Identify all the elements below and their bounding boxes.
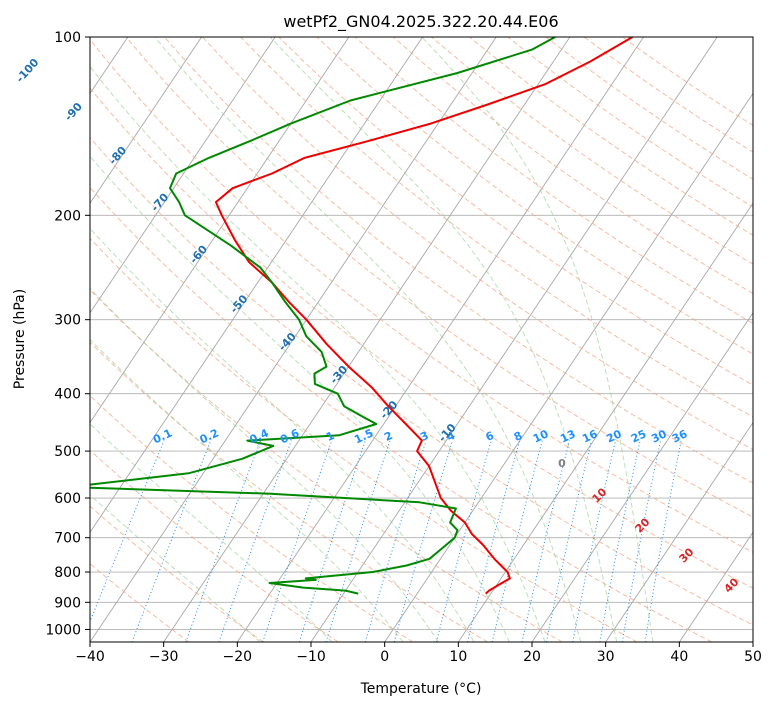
mixing-ratio-line <box>644 440 682 642</box>
isotherm-line <box>90 37 276 314</box>
isotherm-label: 0 <box>558 457 566 470</box>
mixing-ratio-line <box>185 440 262 642</box>
y-tick-label: 300 <box>54 313 81 329</box>
x-tick-label: 40 <box>670 649 688 665</box>
mixing-ratio-line <box>467 440 521 642</box>
plot-background <box>90 37 753 642</box>
x-tick-label: 20 <box>523 649 541 665</box>
background-lines <box>90 37 753 642</box>
x-tick-label: 50 <box>744 649 762 665</box>
dry-adiabat <box>392 37 753 295</box>
isotherm-line <box>457 202 753 642</box>
dry-adiabat <box>202 37 753 451</box>
mixing-ratio-line <box>435 440 492 642</box>
y-tick-label: 900 <box>54 595 81 611</box>
y-tick-label: 800 <box>54 565 81 581</box>
isotherm-line <box>605 421 753 642</box>
dry-adiabat <box>316 37 753 355</box>
moist-adiabat <box>90 65 546 642</box>
dry-adiabat <box>90 562 190 642</box>
data-series <box>90 37 634 595</box>
mixing-ratio-line <box>393 440 453 642</box>
mixing-ratio-label: 30 <box>649 427 669 445</box>
isotherm-line <box>236 37 644 642</box>
mixing-ratio-line <box>545 440 592 642</box>
moist-adiabat <box>90 494 261 642</box>
mixing-ratio-line <box>599 440 641 642</box>
mixing-ratio-label: 25 <box>629 427 648 445</box>
dry-adiabat <box>90 87 753 589</box>
y-tick-label: 600 <box>54 491 81 507</box>
isotherm-line <box>90 37 497 642</box>
dry-adiabat-label: -90 <box>62 100 85 124</box>
mixing-ratio-line <box>491 440 543 642</box>
y-tick-label: 200 <box>54 208 81 224</box>
isotherm-line <box>90 37 423 534</box>
x-axis-label: Temperature (°C) <box>360 681 482 697</box>
mixing-ratio-label: 16 <box>580 427 600 445</box>
isotherm-line <box>163 37 571 642</box>
dry-adiabat-label: -100 <box>13 56 41 85</box>
x-tick-label: −20 <box>223 649 253 665</box>
isotherm-line <box>310 37 718 642</box>
x-tick-label: 0 <box>380 649 389 665</box>
mixing-ratio-label: 36 <box>670 427 690 445</box>
mixing-ratio-line <box>364 440 427 642</box>
dry-adiabat <box>90 449 339 642</box>
dry-adiabat <box>90 186 712 642</box>
dry-adiabat <box>90 341 488 642</box>
isotherm-line <box>90 37 202 204</box>
y-tick-label: 400 <box>54 387 81 403</box>
dewpoint-line <box>90 37 556 595</box>
dry-adiabat <box>90 237 638 642</box>
dry-adiabat <box>90 289 563 642</box>
mixing-ratio-line <box>621 440 661 642</box>
isotherm-line <box>90 37 350 424</box>
moist-adiabat <box>90 423 333 642</box>
y-tick-label: 1000 <box>45 622 81 638</box>
moist-adiabat <box>90 227 475 642</box>
chart-title: wetPf2_GN04.2025.322.20.44.E06 <box>283 12 558 32</box>
moist-adiabat <box>90 287 439 642</box>
isotherm-line <box>384 92 753 642</box>
mixing-ratio-line <box>521 440 570 642</box>
isotherm-line <box>752 641 753 642</box>
x-tick-label: 10 <box>449 649 467 665</box>
y-tick-label: 500 <box>54 444 81 460</box>
x-tick-label: −10 <box>296 649 326 665</box>
dry-adiabat <box>354 37 753 324</box>
dry-adiabat <box>90 38 753 553</box>
x-tick-label: −30 <box>149 649 179 665</box>
dry-adiabat <box>164 37 753 484</box>
x-tick-label: −40 <box>75 649 105 665</box>
y-tick-label: 700 <box>54 531 81 547</box>
temperature-line <box>214 37 634 595</box>
dry-adiabat <box>90 136 753 626</box>
mixing-ratio-label: 20 <box>604 427 624 445</box>
plot-frame <box>89 36 754 643</box>
y-tick-label: 100 <box>54 30 81 46</box>
moist-adiabat <box>90 155 510 642</box>
mixing-ratio-line <box>90 440 165 623</box>
y-axis-label: Pressure (hPa) <box>12 289 28 389</box>
mixing-ratio-line <box>572 440 617 642</box>
moist-adiabat <box>421 37 654 642</box>
dry-adiabat <box>90 394 414 642</box>
moist-adiabat <box>90 338 404 642</box>
isotherm-line <box>531 312 753 642</box>
isotherm-line <box>678 531 753 642</box>
axes: −40 −30 −20 −10 0 10 20 30 40 5010020030040050060… <box>45 30 762 665</box>
mixing-ratio-label: 10 <box>531 427 551 445</box>
x-tick-label: 30 <box>597 649 615 665</box>
mixing-ratio-label: 13 <box>558 427 577 445</box>
moist-adiabat <box>154 37 582 642</box>
